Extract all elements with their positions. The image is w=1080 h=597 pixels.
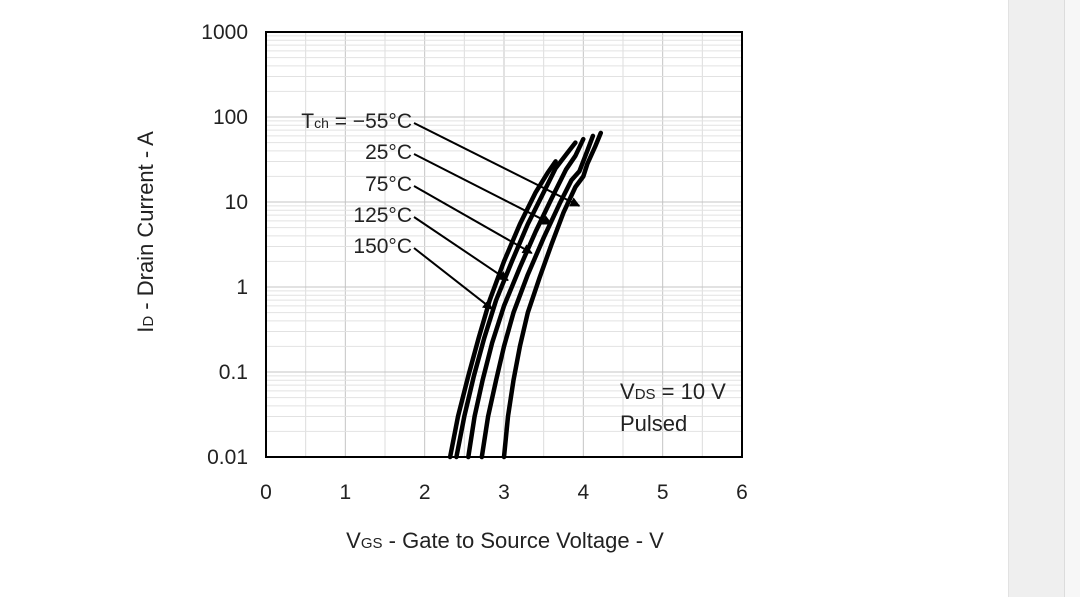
label-leader-arrow <box>413 216 509 282</box>
x-tick-label: 2 <box>419 481 431 504</box>
temperature-labels: Tch = −55°C 25°C 75°C 125°C 150°C <box>301 110 581 310</box>
y-tick-label: 1 <box>236 276 248 299</box>
y-tick-label: 100 <box>213 106 248 129</box>
series-curve <box>501 130 604 460</box>
x-tick-label: 4 <box>577 481 589 504</box>
x-tick-label: 3 <box>498 481 510 504</box>
scrollbar[interactable] <box>1064 0 1080 597</box>
chart: 0 1 2 3 4 5 6 0.01 0.1 1 10 100 1000 Tch = −55°C 25°… <box>133 21 748 553</box>
test-condition-vds: VDS = 10 V <box>620 379 726 404</box>
temperature-label: Tch = −55°C <box>301 110 412 133</box>
y-tick-label: 1000 <box>201 21 248 44</box>
y-axis-ticks: 0.01 0.1 1 10 100 1000 <box>201 21 248 469</box>
label-leader-arrow <box>413 247 493 310</box>
x-axis-title: VGS - Gate to Source Voltage - V <box>346 528 664 553</box>
y-axis-title: ID - Drain Current - A <box>133 131 158 333</box>
x-tick-label: 1 <box>339 481 351 504</box>
series-curve <box>454 140 578 460</box>
temperature-label: 150°C <box>353 235 412 258</box>
label-leader-arrow <box>413 185 533 255</box>
series-curve <box>447 159 558 460</box>
series-curve <box>466 136 586 460</box>
series-curve <box>479 133 596 460</box>
y-tick-label: 0.1 <box>219 361 248 384</box>
x-tick-label: 5 <box>657 481 669 504</box>
y-tick-label: 10 <box>225 191 248 214</box>
x-tick-label: 6 <box>736 481 748 504</box>
x-tick-label: 0 <box>260 481 272 504</box>
label-leader-arrow <box>413 122 581 207</box>
x-axis-ticks: 0 1 2 3 4 5 6 <box>260 481 748 504</box>
curves <box>447 130 604 460</box>
label-leader-arrow <box>413 153 553 225</box>
temperature-label: 25°C <box>365 141 412 164</box>
temperature-label: 125°C <box>353 204 412 227</box>
y-tick-label: 0.01 <box>207 446 248 469</box>
test-condition-pulsed: Pulsed <box>620 411 687 436</box>
temperature-label: 75°C <box>365 173 412 196</box>
page-side-gutter <box>1008 0 1065 597</box>
